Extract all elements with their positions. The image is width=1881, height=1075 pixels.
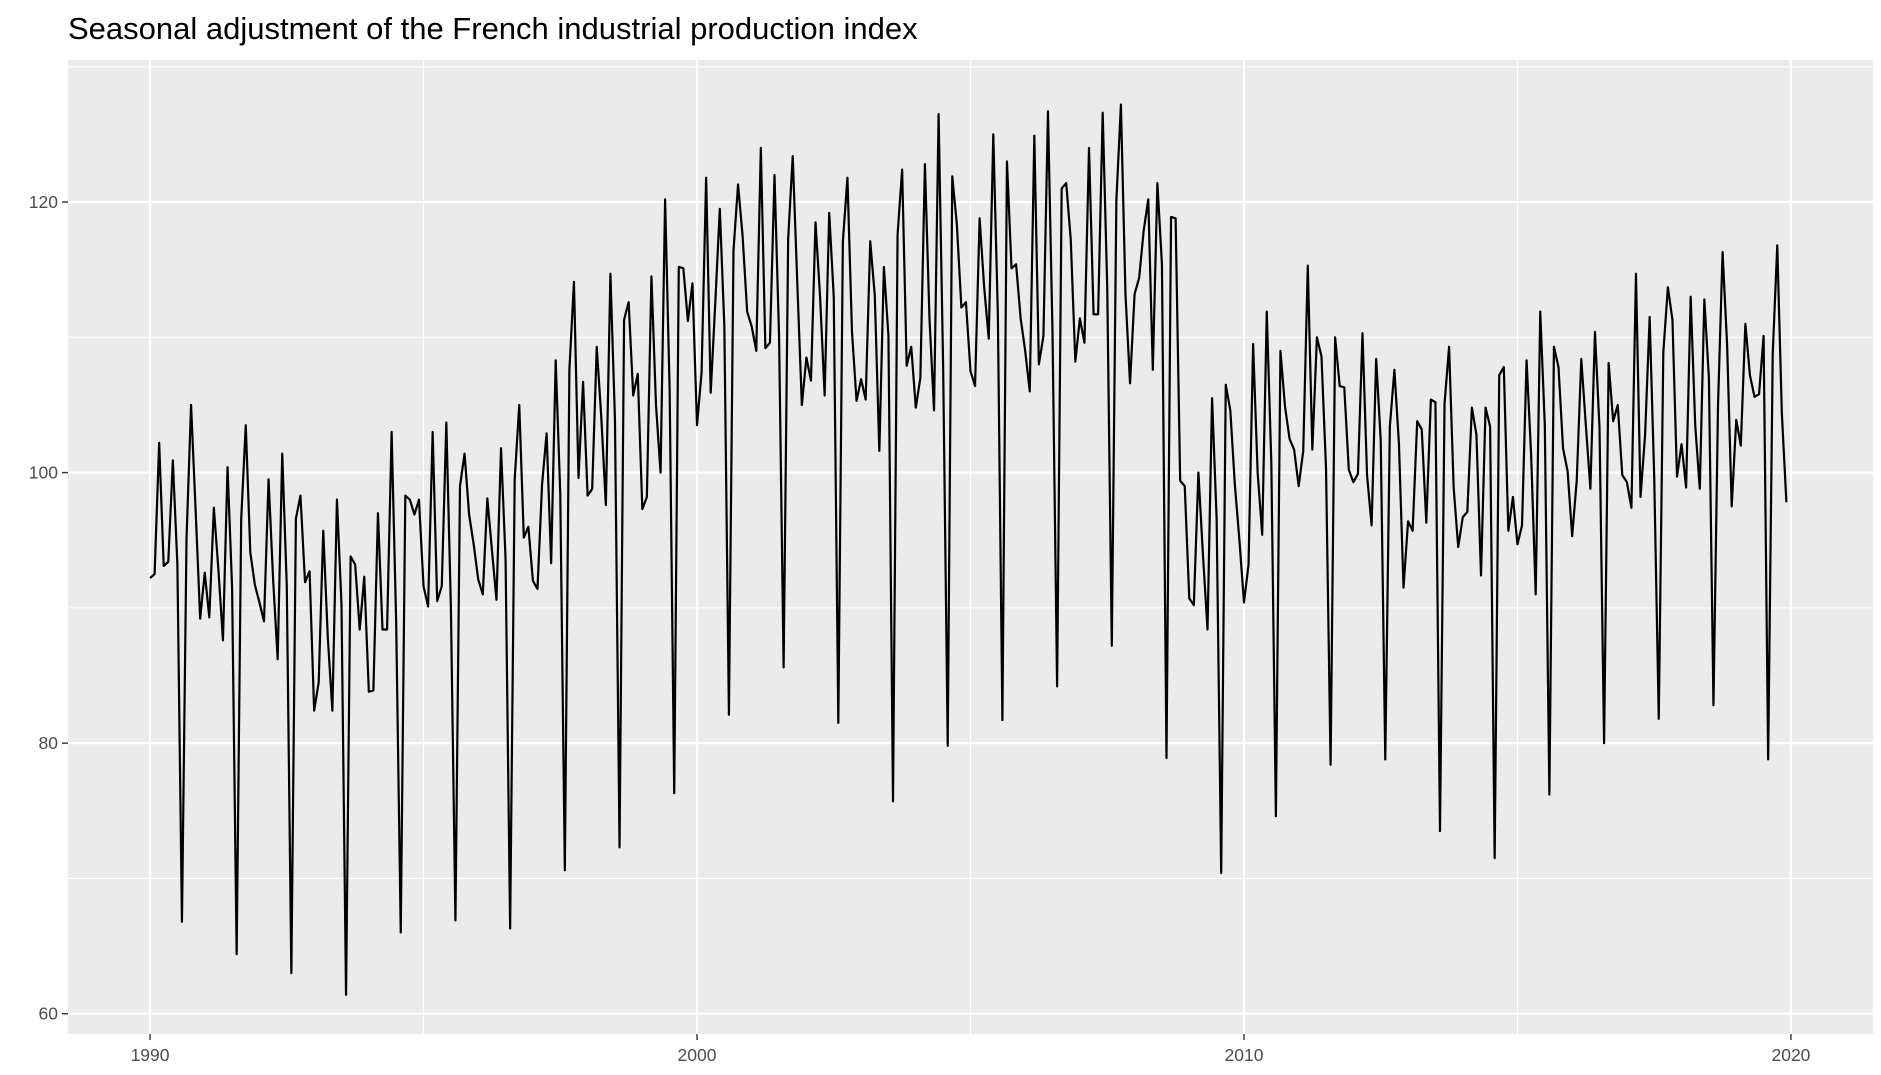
x-tick-label: 2010	[1225, 1045, 1264, 1065]
x-tick-label: 1990	[131, 1045, 170, 1065]
y-tick-label: 80	[39, 733, 59, 753]
y-tick-label: 60	[39, 1004, 59, 1024]
x-tick-label: 2000	[678, 1045, 717, 1065]
y-axis: 60 80 100 120	[29, 192, 68, 1024]
x-tick-label: 2020	[1771, 1045, 1810, 1065]
series-line	[149, 103, 1788, 996]
chart-title: Seasonal adjustment of the French indust…	[68, 11, 918, 46]
series-layer	[149, 103, 1788, 996]
grid-minor-lines	[68, 60, 1873, 1034]
grid-major-lines	[68, 60, 1873, 1034]
y-tick-label: 100	[29, 463, 58, 483]
x-axis: 1990 2000 2010 2020	[131, 1034, 1811, 1065]
y-tick-label: 120	[29, 192, 58, 212]
